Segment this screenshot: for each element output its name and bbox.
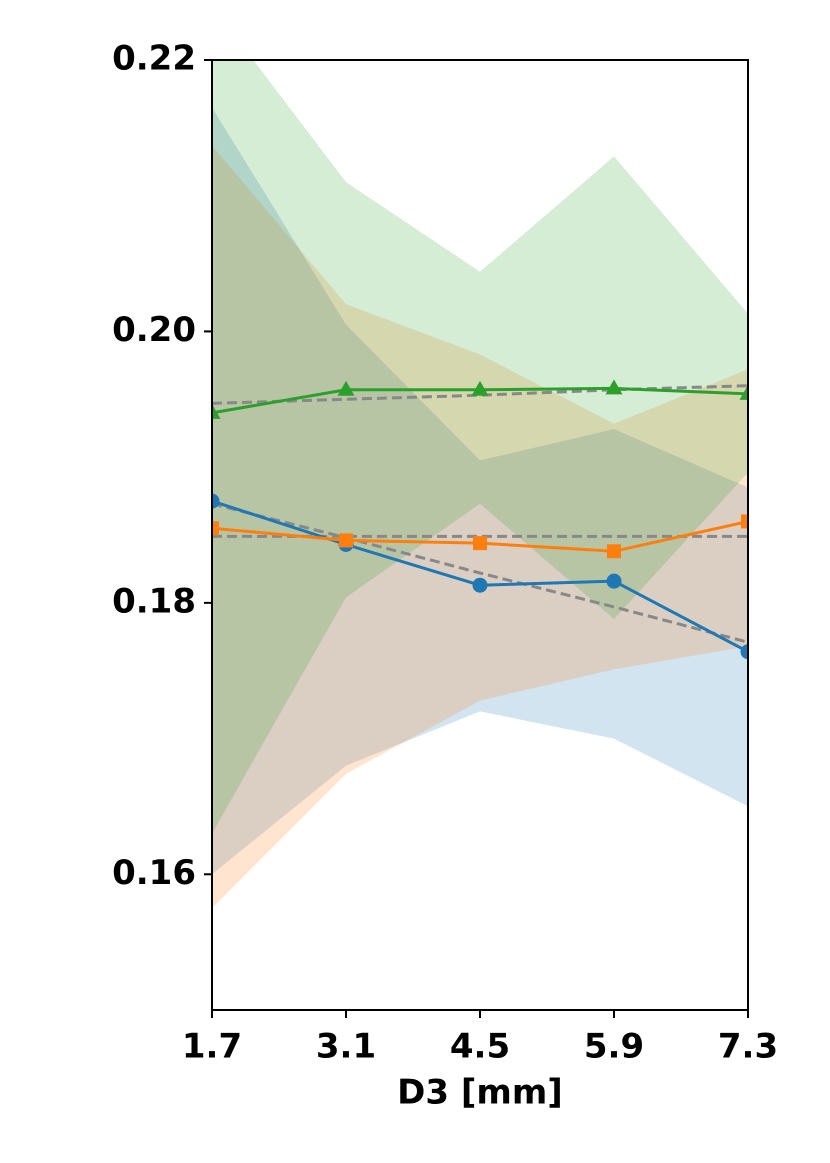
marker [339, 533, 353, 548]
plot-area [212, 60, 748, 909]
marker [606, 573, 622, 589]
confidence-band [212, 60, 748, 834]
y-tick-label: 0.20 [112, 310, 196, 350]
y-tick-label: 0.18 [112, 581, 196, 621]
marker [739, 384, 748, 400]
y-tick-label: 0.16 [112, 853, 196, 893]
confidence-band [212, 107, 748, 875]
x-tick-label: 7.3 [718, 1027, 778, 1067]
marker [212, 493, 220, 509]
x-tick-label: 3.1 [316, 1027, 376, 1067]
x-tick-label: 4.5 [450, 1027, 510, 1067]
marker [212, 403, 221, 419]
x-tick-label: 1.7 [182, 1027, 242, 1067]
marker [605, 379, 623, 395]
x-axis-label: D3 [mm] [397, 1073, 563, 1113]
marker [473, 536, 487, 551]
y-tick-label: 0.22 [112, 39, 196, 79]
marker [337, 380, 355, 396]
fit-line [212, 502, 748, 644]
marker [471, 380, 489, 396]
marker [740, 644, 748, 660]
marker [741, 514, 748, 529]
x-tick-label: 5.9 [584, 1027, 644, 1067]
confidence-band [212, 145, 748, 909]
marker [607, 544, 621, 559]
marker [212, 521, 219, 536]
marker [472, 577, 488, 593]
